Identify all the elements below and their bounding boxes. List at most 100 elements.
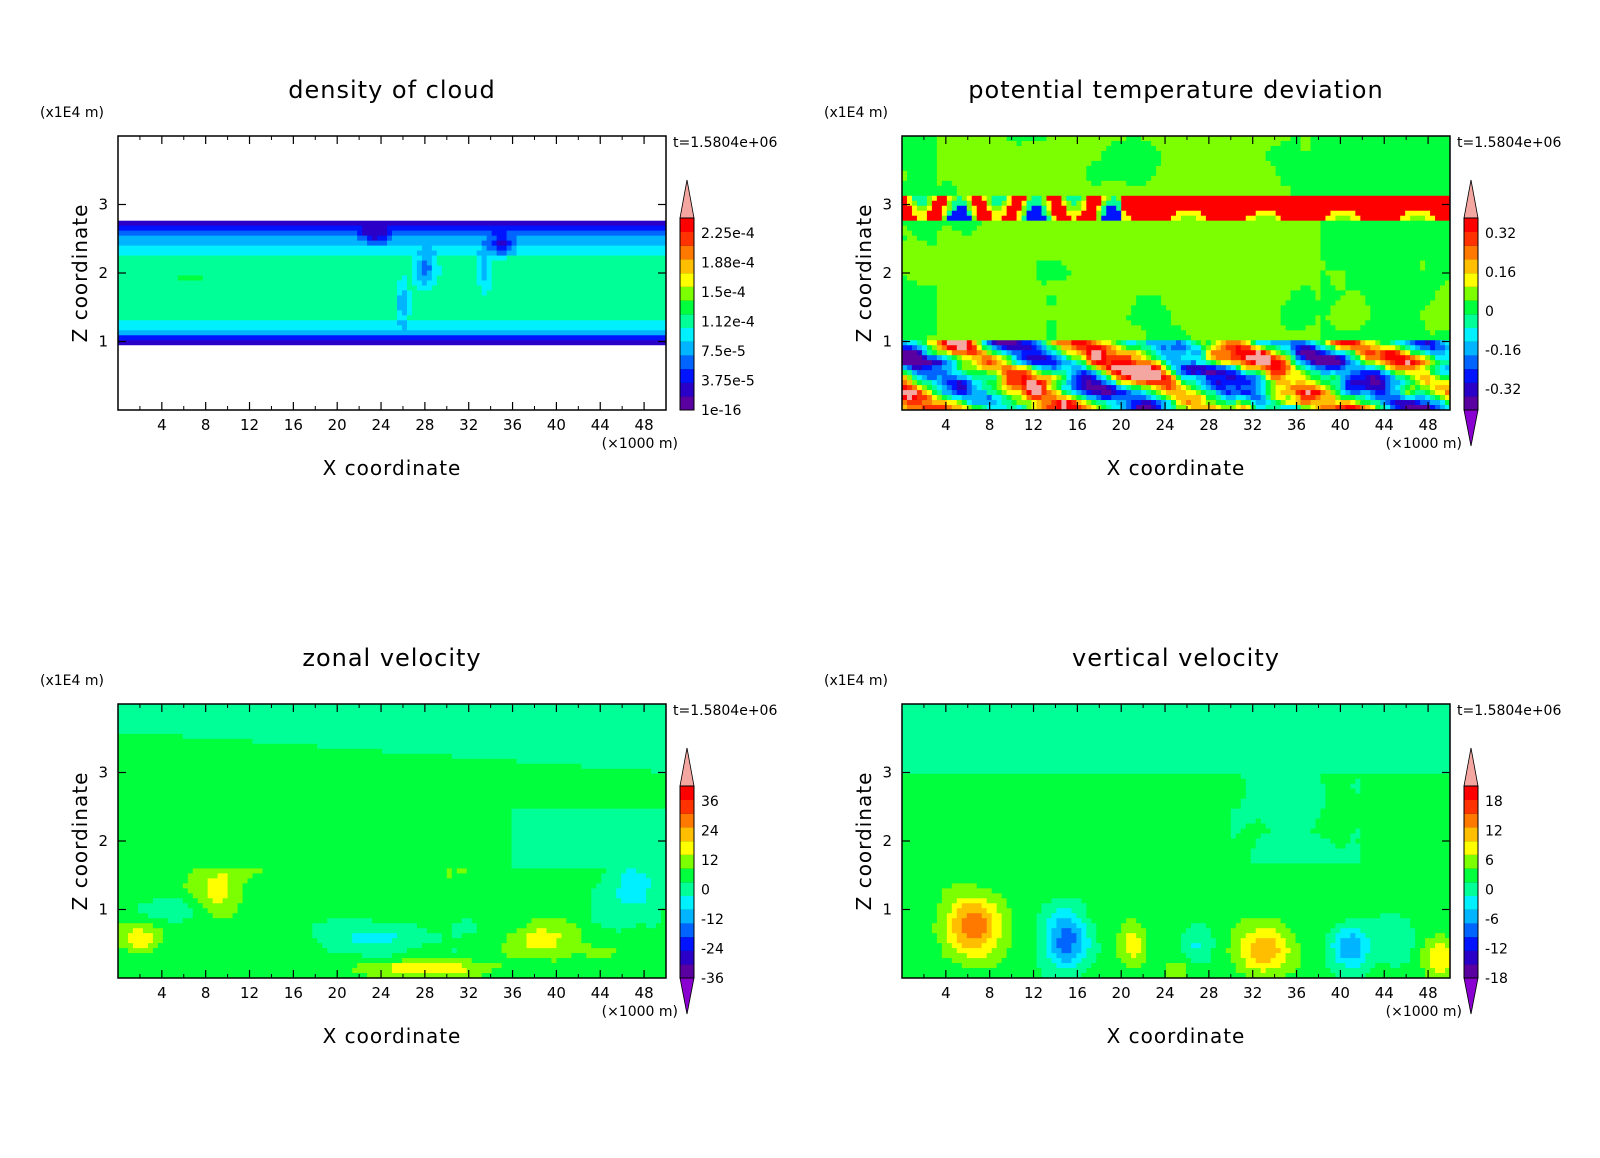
- field-cell: [1350, 783, 1361, 790]
- field-cell: [1021, 395, 1028, 401]
- field-cell: [976, 360, 983, 366]
- field-cell: [1161, 395, 1167, 401]
- x-tick-label: 20: [328, 416, 347, 434]
- field-cell: [961, 395, 988, 401]
- field-cell: [1280, 918, 1346, 924]
- field-cell: [1225, 400, 1237, 406]
- field-cell: [902, 225, 908, 232]
- field-cell: [1290, 385, 1317, 391]
- field-cell: [1430, 340, 1436, 346]
- field-cell: [202, 275, 403, 282]
- field-cell: [1355, 788, 1361, 795]
- field-cell: [1016, 210, 1023, 217]
- field-cell: [1370, 305, 1426, 311]
- field-cell: [327, 948, 408, 954]
- field-cell: [1280, 948, 1292, 954]
- field-cell: [1225, 390, 1232, 396]
- field-cell: [1400, 345, 1406, 351]
- field-cell: [1335, 350, 1346, 356]
- field-cell: [976, 225, 1322, 232]
- field-cell: [902, 330, 938, 336]
- field-cell: [606, 868, 627, 874]
- field-cell: [1435, 215, 1450, 222]
- field-cell: [1335, 390, 1341, 396]
- x-tick-label: 16: [1068, 416, 1087, 434]
- x-tick-label: 16: [284, 416, 303, 434]
- field-cell: [1405, 210, 1431, 217]
- field-cell: [1260, 365, 1267, 371]
- field-cell: [1071, 370, 1077, 376]
- field-cell: [1066, 205, 1082, 212]
- field-cell: [1031, 365, 1038, 371]
- field-cell: [936, 290, 1292, 297]
- field-cell: [1185, 400, 1192, 406]
- plot-area: [118, 136, 666, 410]
- field-cell: [1141, 400, 1152, 406]
- field-cell: [951, 370, 963, 376]
- field-cell: [1345, 275, 1450, 282]
- field-cell: [991, 948, 1008, 954]
- field-cell: [902, 883, 953, 889]
- field-cell: [941, 365, 953, 371]
- field-cell: [1430, 380, 1450, 386]
- field-cell: [981, 355, 993, 361]
- field-cell: [651, 878, 666, 884]
- field-cell: [1101, 180, 1127, 187]
- field-cell: [936, 175, 1087, 182]
- field-cell: [991, 210, 1008, 217]
- field-cell: [147, 943, 159, 949]
- field-cell: [1036, 958, 1053, 964]
- field-cell: [1340, 355, 1346, 361]
- field-cell: [1290, 190, 1450, 197]
- field-cell: [118, 160, 666, 167]
- field-cell: [921, 400, 933, 406]
- field-cell: [556, 938, 582, 944]
- field-cell: [961, 928, 988, 934]
- field-cell: [1056, 215, 1072, 222]
- colorbar-label: 0: [1485, 883, 1494, 899]
- field-cell: [951, 210, 968, 217]
- field-cell: [1026, 210, 1043, 217]
- field-cell: [1435, 330, 1450, 336]
- field-cell: [906, 235, 918, 242]
- field-cell: [1325, 938, 1337, 944]
- field-cell: [1405, 405, 1431, 410]
- colorbar-extend-top: [679, 747, 695, 787]
- field-cell: [118, 340, 666, 346]
- field-cell: [1076, 405, 1082, 410]
- field-cell: [1081, 385, 1087, 391]
- field-cell: [118, 390, 666, 396]
- field-cell: [1011, 933, 1038, 939]
- field-cell: [902, 280, 918, 287]
- field-cell: [1036, 963, 1058, 969]
- field-cell: [936, 933, 948, 939]
- field-cell: [1320, 808, 1450, 815]
- field-cell: [476, 270, 483, 277]
- colorbar-frame: [679, 217, 695, 411]
- field-cell: [961, 195, 968, 202]
- field-cell: [906, 275, 1038, 282]
- field-cell: [1445, 345, 1450, 351]
- field-cell: [1126, 405, 1132, 410]
- colorbar-swatch: [680, 245, 694, 260]
- field-cell: [1091, 943, 1102, 949]
- field-cell: [902, 295, 938, 301]
- field-cell: [1365, 320, 1426, 326]
- field-cell: [902, 893, 943, 899]
- field-cell: [591, 898, 622, 904]
- field-cell: [1320, 280, 1332, 287]
- field-cell: [1270, 160, 1450, 167]
- field-cell: [227, 893, 244, 899]
- y-unit-label: (x1E4 m): [40, 105, 104, 121]
- field-cell: [1260, 375, 1267, 381]
- colorbar-swatch: [1464, 218, 1478, 233]
- field-cell: [1405, 390, 1411, 396]
- field-cell: [1171, 315, 1282, 321]
- field-cell: [951, 350, 968, 356]
- x-tick-label: 8: [201, 984, 211, 1002]
- field-cell: [1215, 943, 1232, 949]
- field-cell: [956, 938, 988, 944]
- field-cell: [1400, 913, 1450, 919]
- field-cell: [971, 230, 1322, 237]
- field-cell: [1250, 943, 1277, 949]
